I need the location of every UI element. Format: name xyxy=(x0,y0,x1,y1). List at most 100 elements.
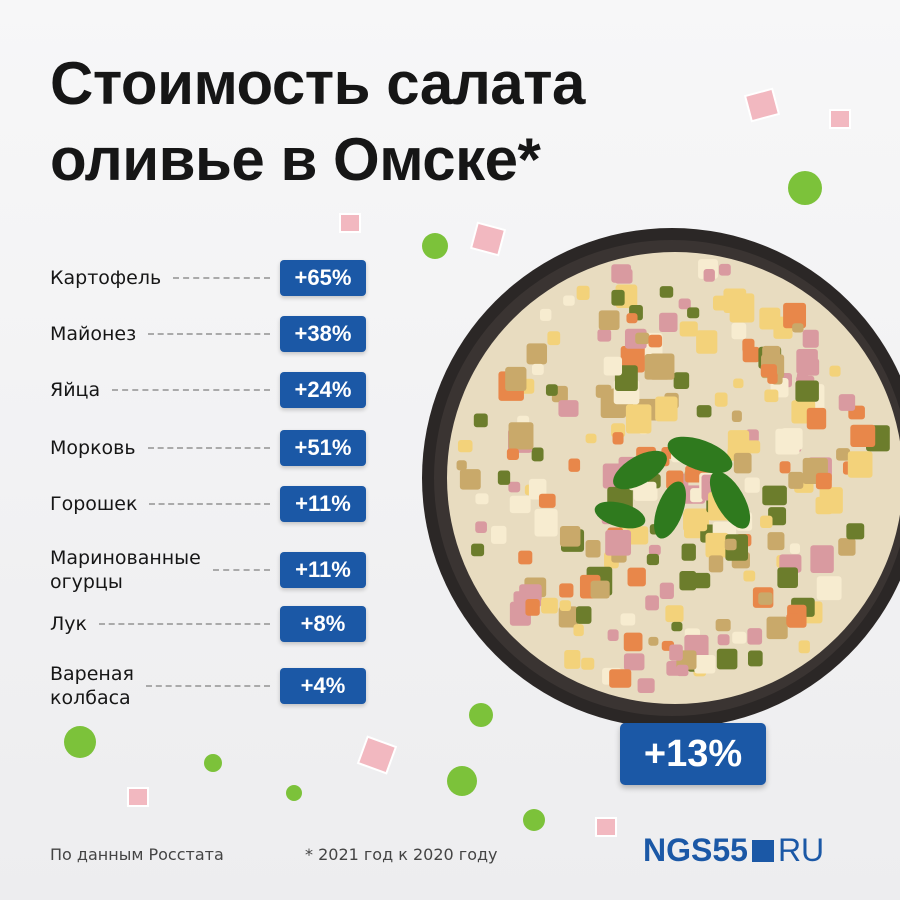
salad-piece xyxy=(645,595,659,611)
ingredient-label: Вареная колбаса xyxy=(50,663,134,709)
salad-piece xyxy=(598,310,620,331)
parsley xyxy=(594,436,751,539)
salad-piece xyxy=(635,332,650,345)
ingredient-label: Яйца xyxy=(50,379,101,401)
salad-piece xyxy=(525,598,540,616)
salad-piece xyxy=(760,515,773,529)
salad-piece xyxy=(786,613,802,627)
salad-piece xyxy=(708,555,724,573)
salad-piece xyxy=(829,365,841,377)
salad-piece xyxy=(705,532,729,558)
salad-piece xyxy=(590,580,610,599)
salad-piece xyxy=(597,329,612,342)
ingredient-label: Морковь xyxy=(50,437,136,459)
title: Стоимость салата оливье в Омске* xyxy=(50,50,585,193)
logo-main: NGS55 xyxy=(643,832,748,868)
salad-piece xyxy=(558,606,578,628)
salad-piece xyxy=(526,343,548,365)
salad-piece xyxy=(534,508,558,537)
ingredient-row: Лук +8% xyxy=(50,606,366,642)
salad-piece xyxy=(716,648,738,670)
salad-piece xyxy=(846,523,865,540)
salad-piece xyxy=(585,433,597,444)
salad-piece xyxy=(694,654,716,674)
salad-piece xyxy=(659,286,674,298)
salad-piece xyxy=(609,669,632,688)
salad-piece xyxy=(506,448,519,460)
salad-piece xyxy=(696,330,718,354)
salad-piece xyxy=(758,592,773,605)
salad-piece xyxy=(731,410,742,422)
salad-piece xyxy=(655,396,678,422)
salad-piece xyxy=(518,550,533,565)
salad-piece xyxy=(626,313,638,324)
logo-square xyxy=(751,839,774,862)
salad-piece xyxy=(838,538,856,556)
salad-piece xyxy=(732,631,747,644)
salad-piece xyxy=(718,263,731,276)
salad-piece xyxy=(538,493,556,508)
salad-piece xyxy=(687,307,700,319)
ingredient-label: Маринованные огурцы xyxy=(50,547,201,593)
salad-piece xyxy=(777,567,798,589)
salad-piece xyxy=(646,481,657,492)
salad-piece xyxy=(815,472,832,490)
change-badge: +38% xyxy=(280,316,366,352)
salad-piece xyxy=(644,354,671,380)
salad-piece xyxy=(585,539,601,558)
salad-piece xyxy=(607,629,619,641)
salad-piece xyxy=(581,657,595,670)
salad-piece xyxy=(603,356,623,376)
ingredient-label: Лук xyxy=(50,613,88,635)
salad-piece xyxy=(676,664,689,677)
ingredient-row: Майонез +38% xyxy=(50,316,366,352)
salad-piece xyxy=(671,621,683,632)
salad-piece xyxy=(576,606,592,624)
ingredient-row: Яйца +24% xyxy=(50,372,366,408)
salad-piece xyxy=(611,289,625,306)
leader-line xyxy=(212,569,270,571)
change-badge: +24% xyxy=(280,372,366,408)
source: По данным Росстата xyxy=(50,845,224,864)
salad-piece xyxy=(614,268,633,284)
salad-piece xyxy=(745,440,761,454)
ingredient-label: Горошек xyxy=(50,493,138,515)
salad-piece xyxy=(779,461,791,474)
salad-piece xyxy=(743,570,756,582)
salad-piece xyxy=(768,507,787,526)
ingredient-row: Вареная колбаса +4% xyxy=(50,662,366,710)
salad-piece xyxy=(714,392,728,407)
salad-piece xyxy=(648,334,663,348)
salad-piece xyxy=(497,470,511,485)
salad-piece xyxy=(733,452,752,474)
salad-piece xyxy=(764,389,779,403)
salad-piece xyxy=(564,649,581,669)
salad-piece xyxy=(473,413,488,428)
salad-piece xyxy=(459,469,481,490)
salad-piece xyxy=(742,338,755,353)
salad-piece xyxy=(798,640,810,654)
salad-piece xyxy=(766,616,788,640)
salad-piece xyxy=(531,363,544,375)
salad-piece xyxy=(727,430,750,453)
salad-piece xyxy=(559,526,581,547)
salad-piece xyxy=(623,653,645,671)
salad-piece xyxy=(475,521,487,534)
salad-piece xyxy=(696,405,712,418)
salad-piece xyxy=(505,366,527,392)
salad-piece xyxy=(508,422,534,450)
salad-piece xyxy=(679,571,697,591)
salad-piece xyxy=(783,302,807,329)
salad-piece xyxy=(623,632,643,652)
salad-piece xyxy=(541,597,558,614)
change-badge: +4% xyxy=(280,668,366,704)
leader-line xyxy=(173,277,270,279)
salad-piece xyxy=(563,295,575,306)
salad-piece xyxy=(625,404,652,434)
salad-piece xyxy=(471,543,485,557)
change-badge: +65% xyxy=(280,260,366,296)
salad-piece xyxy=(703,269,715,282)
salad-piece xyxy=(539,308,552,321)
salad-piece xyxy=(612,432,624,445)
